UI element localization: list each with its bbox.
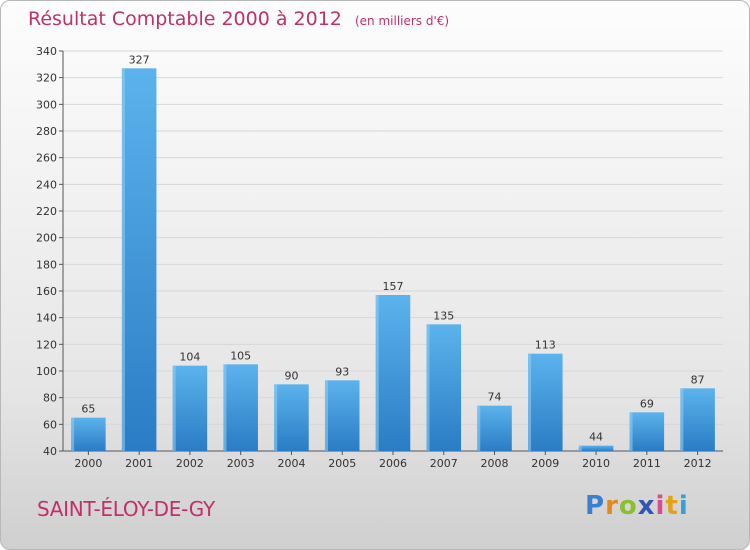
y-tick-label: 120 — [36, 338, 57, 351]
logo-letter: i — [678, 491, 689, 521]
commune-name: SAINT-ÉLOY-DE-GY — [37, 497, 215, 521]
value-label-2007: 135 — [433, 309, 454, 322]
bar-highlight — [71, 417, 75, 451]
bar-2012 — [680, 388, 715, 451]
bar-2003 — [223, 364, 258, 451]
bar-2008 — [477, 405, 512, 451]
x-tick-label-2001: 2001 — [125, 457, 153, 470]
x-tick-label-2004: 2004 — [277, 457, 305, 470]
bar-2001 — [121, 68, 157, 451]
y-tick-label: 320 — [36, 72, 57, 85]
bar-2007 — [426, 324, 462, 451]
value-label-2003: 105 — [230, 349, 251, 362]
y-tick-label: 300 — [36, 98, 57, 111]
y-tick-label: 260 — [36, 152, 57, 165]
tick-labels: 40 60 80 100 120 140 160 180 200 220 240 260 280 300 3… — [36, 45, 712, 470]
bars — [71, 68, 715, 451]
y-tick-label: 160 — [36, 285, 57, 298]
bar-2006 — [375, 295, 411, 451]
value-label-2001: 327 — [129, 53, 150, 66]
bar-highlight — [121, 68, 125, 451]
x-tick-label-2005: 2005 — [328, 457, 356, 470]
y-tick-label: 100 — [36, 365, 57, 378]
x-tick-label-2009: 2009 — [531, 457, 559, 470]
value-label-2009: 113 — [535, 339, 556, 352]
bar-highlight — [223, 364, 227, 451]
bar-highlight — [629, 412, 633, 451]
bar-highlight — [172, 365, 176, 451]
logo-letter: i — [655, 491, 666, 521]
value-label-2010: 44 — [589, 431, 603, 444]
x-tick-label-2012: 2012 — [684, 457, 712, 470]
bar-highlight — [680, 388, 684, 451]
chart-title: Résultat Comptable 2000 à 2012 — [28, 8, 342, 30]
x-tick-label-2008: 2008 — [481, 457, 509, 470]
bar-highlight — [324, 380, 328, 451]
bar-2010 — [578, 445, 614, 451]
chart-subtitle: (en milliers d'€) — [354, 14, 450, 28]
y-tick-label: 280 — [36, 125, 57, 138]
value-labels: 65 327 104 105 90 93 157 135 74 113 44 69 87 — [81, 53, 704, 443]
bar-2011 — [629, 412, 665, 451]
y-tick-label: 200 — [36, 232, 57, 245]
x-tick-label-2000: 2000 — [74, 457, 102, 470]
x-tick-label-2007: 2007 — [430, 457, 458, 470]
logo-letter: x — [637, 491, 656, 521]
bar-2004 — [274, 384, 309, 451]
y-tick-label: 60 — [43, 418, 57, 431]
value-label-2011: 69 — [640, 397, 654, 410]
grid-lines — [63, 50, 723, 452]
value-label-2012: 87 — [691, 373, 705, 386]
logo-letter: P — [585, 491, 606, 521]
logo-letter: o — [618, 491, 638, 521]
x-tick-label-2006: 2006 — [379, 457, 407, 470]
y-tick-label: 40 — [43, 445, 57, 458]
logo-letter: t — [665, 491, 679, 521]
x-tick-label-2003: 2003 — [227, 457, 255, 470]
x-tick-label-2010: 2010 — [582, 457, 610, 470]
value-label-2000: 65 — [81, 403, 95, 416]
logo-letter: r — [605, 491, 619, 521]
y-tick-label: 180 — [36, 258, 57, 271]
bar-highlight — [528, 353, 532, 451]
bar-2005 — [324, 380, 360, 451]
value-label-2006: 157 — [383, 280, 404, 293]
y-tick-label: 220 — [36, 205, 57, 218]
bar-highlight — [477, 405, 481, 451]
bar-highlight — [274, 384, 278, 451]
proxiti-logo: Proxiti — [585, 491, 689, 521]
y-tick-label: 140 — [36, 312, 57, 325]
y-tick-label: 240 — [36, 178, 57, 191]
bar-2000 — [71, 417, 106, 451]
y-tick-label: 80 — [43, 392, 57, 405]
bar-highlight — [578, 445, 582, 451]
bar-highlight — [375, 295, 379, 451]
x-tick-label-2002: 2002 — [176, 457, 204, 470]
value-label-2008: 74 — [488, 391, 502, 404]
bar-2002 — [172, 365, 208, 451]
title-row: Résultat Comptable 2000 à 2012 (en milli… — [28, 8, 449, 30]
y-tick-label: 340 — [36, 45, 57, 58]
x-tick-label-2011: 2011 — [633, 457, 661, 470]
bar-2009 — [528, 353, 563, 451]
bar-highlight — [426, 324, 430, 451]
value-label-2004: 90 — [284, 369, 298, 382]
value-label-2005: 93 — [335, 365, 349, 378]
value-label-2002: 104 — [179, 351, 200, 364]
